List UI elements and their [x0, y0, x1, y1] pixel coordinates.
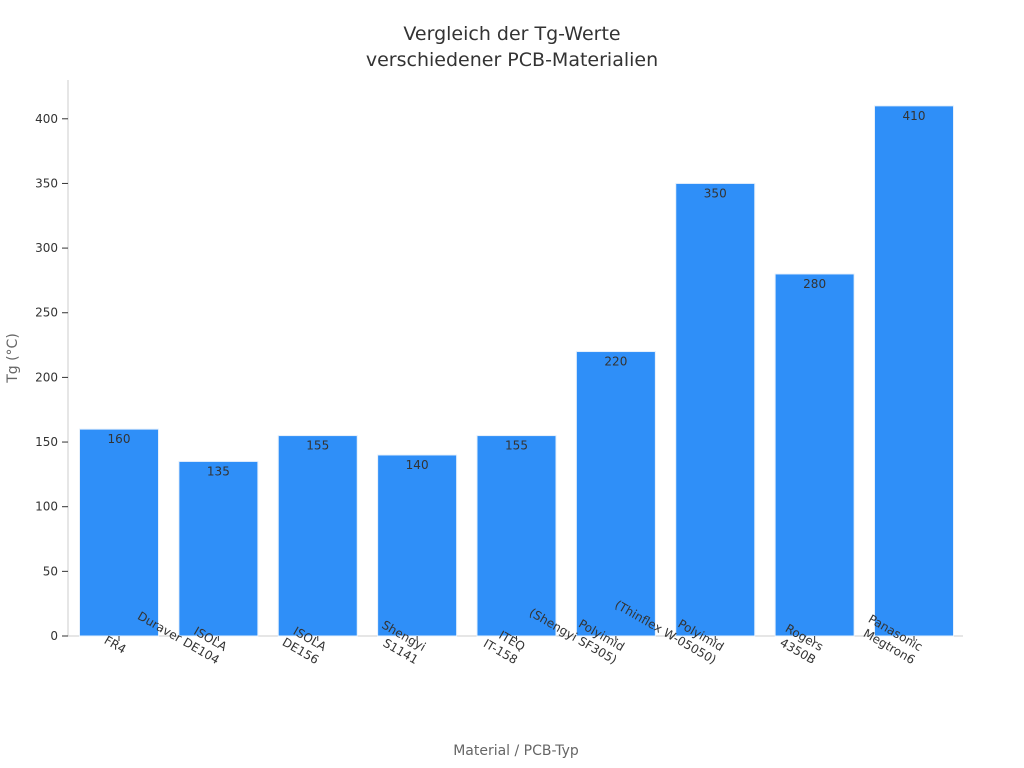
bar-value-label: 220 [604, 355, 627, 369]
y-axis-label: Tg (°C) [5, 333, 21, 384]
bar [277, 435, 358, 637]
bar [476, 435, 557, 637]
y-tick-label: 100 [35, 500, 58, 514]
y-tick-label: 0 [50, 629, 58, 643]
chart-title-line-2: verschiedener PCB-Materialien [366, 49, 658, 71]
bar [79, 428, 159, 637]
y-tick-label: 300 [35, 241, 58, 255]
y-tick-label: 50 [43, 564, 58, 578]
bars [79, 105, 954, 637]
bar [377, 454, 458, 637]
y-tick-label: 200 [35, 370, 58, 384]
chart-title-line-1: Vergleich der Tg-Werte [403, 23, 620, 45]
bar-value-label: 155 [306, 439, 329, 453]
bar [675, 182, 756, 637]
bar-value-label: 155 [505, 439, 528, 453]
bar-value-label: 280 [803, 277, 826, 291]
bar-value-label: 140 [406, 458, 429, 472]
bar-value-label: 410 [903, 109, 926, 123]
bar-value-label: 350 [704, 186, 727, 200]
bar-value-label: 160 [108, 432, 131, 446]
y-tick-label: 350 [35, 176, 58, 190]
bar [575, 351, 656, 637]
chart-title: Vergleich der Tg-Werte verschiedener PCB… [366, 23, 658, 71]
x-tick-label: FR4 [102, 633, 129, 657]
bar [774, 273, 855, 637]
y-tick-label: 150 [35, 435, 58, 449]
bar-value-label: 135 [207, 464, 230, 478]
x-tick-label-line: FR4 [102, 633, 129, 657]
data-labels: 160 135 155 140 155 220 350 280 410 [108, 109, 926, 479]
y-tick-label: 250 [35, 306, 58, 320]
bar [874, 105, 954, 637]
x-axis-label: Material / PCB-Typ [453, 743, 579, 759]
y-axis-ticks: 0 50 100 150 200 250 300 350 400 [35, 112, 68, 643]
y-tick-label: 400 [35, 112, 58, 126]
x-tick-label-text: FR4 [102, 633, 129, 657]
bar [178, 460, 259, 637]
